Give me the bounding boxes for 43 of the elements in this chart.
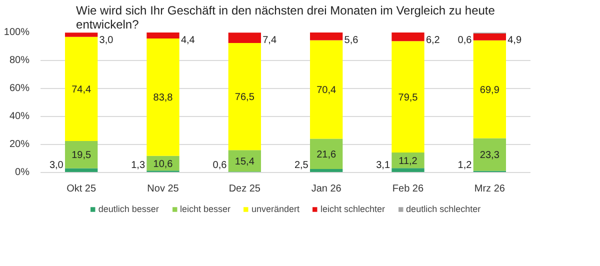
- y-tick-label: 40%: [9, 111, 30, 122]
- data-label: 10,6: [153, 158, 174, 170]
- data-label: 74,4: [72, 84, 92, 96]
- y-tick-label: 20%: [9, 139, 30, 150]
- y-tick-label: 80%: [9, 55, 30, 66]
- data-label: 3,0: [99, 35, 114, 46]
- data-label: 19,5: [72, 150, 92, 162]
- x-tick-label: Nov 25: [147, 184, 180, 194]
- x-tick-label: Mrz 26: [474, 184, 506, 194]
- data-label: 11,2: [398, 156, 418, 167]
- data-label: 15,4: [234, 156, 255, 168]
- chart-title: Wie wird sich Ihr Geschäft in den nächsten drei Monaten im Vergleich zu heute entwickeln?: [76, 4, 496, 32]
- data-label: 69,9: [480, 84, 500, 96]
- data-label: 0,6: [212, 160, 228, 171]
- x-tick-label: Okt 25: [66, 184, 96, 194]
- legend-label: deutlich besser: [98, 204, 159, 214]
- x-tick-label: Dez 25: [228, 184, 261, 194]
- data-label: 4,9: [508, 35, 522, 46]
- data-label: 23,3: [480, 150, 500, 162]
- data-label: 76,5: [234, 92, 255, 104]
- data-label: 21,6: [316, 149, 337, 160]
- y-tick-label: 60%: [9, 83, 30, 94]
- legend-label: leicht besser: [180, 204, 230, 214]
- data-label: 3,0: [49, 160, 64, 171]
- y-tick-label: 100%: [4, 27, 30, 38]
- data-label: 5,6: [344, 35, 359, 46]
- legend-label: unverändert: [251, 204, 300, 214]
- data-label: 2,5: [294, 160, 309, 171]
- data-label: 1,2: [458, 160, 472, 171]
- data-label: 7,4: [262, 35, 277, 46]
- data-label: 6,2: [426, 35, 440, 46]
- x-tick-label: Jan 26: [311, 184, 342, 194]
- data-label: 83,8: [153, 92, 174, 104]
- legend-label: leicht schlechter: [320, 204, 386, 214]
- data-label: 3,1: [376, 160, 390, 171]
- x-tick-label: Feb 26: [392, 184, 424, 194]
- data-label: 70,4: [316, 84, 337, 96]
- data-label: 0,6: [458, 35, 472, 46]
- y-tick-label: 0%: [15, 167, 30, 178]
- data-label: 79,5: [398, 92, 418, 104]
- data-label: 4,4: [180, 35, 196, 46]
- data-label: 1,3: [131, 160, 146, 171]
- legend-label: deutlich schlechter: [406, 204, 481, 214]
